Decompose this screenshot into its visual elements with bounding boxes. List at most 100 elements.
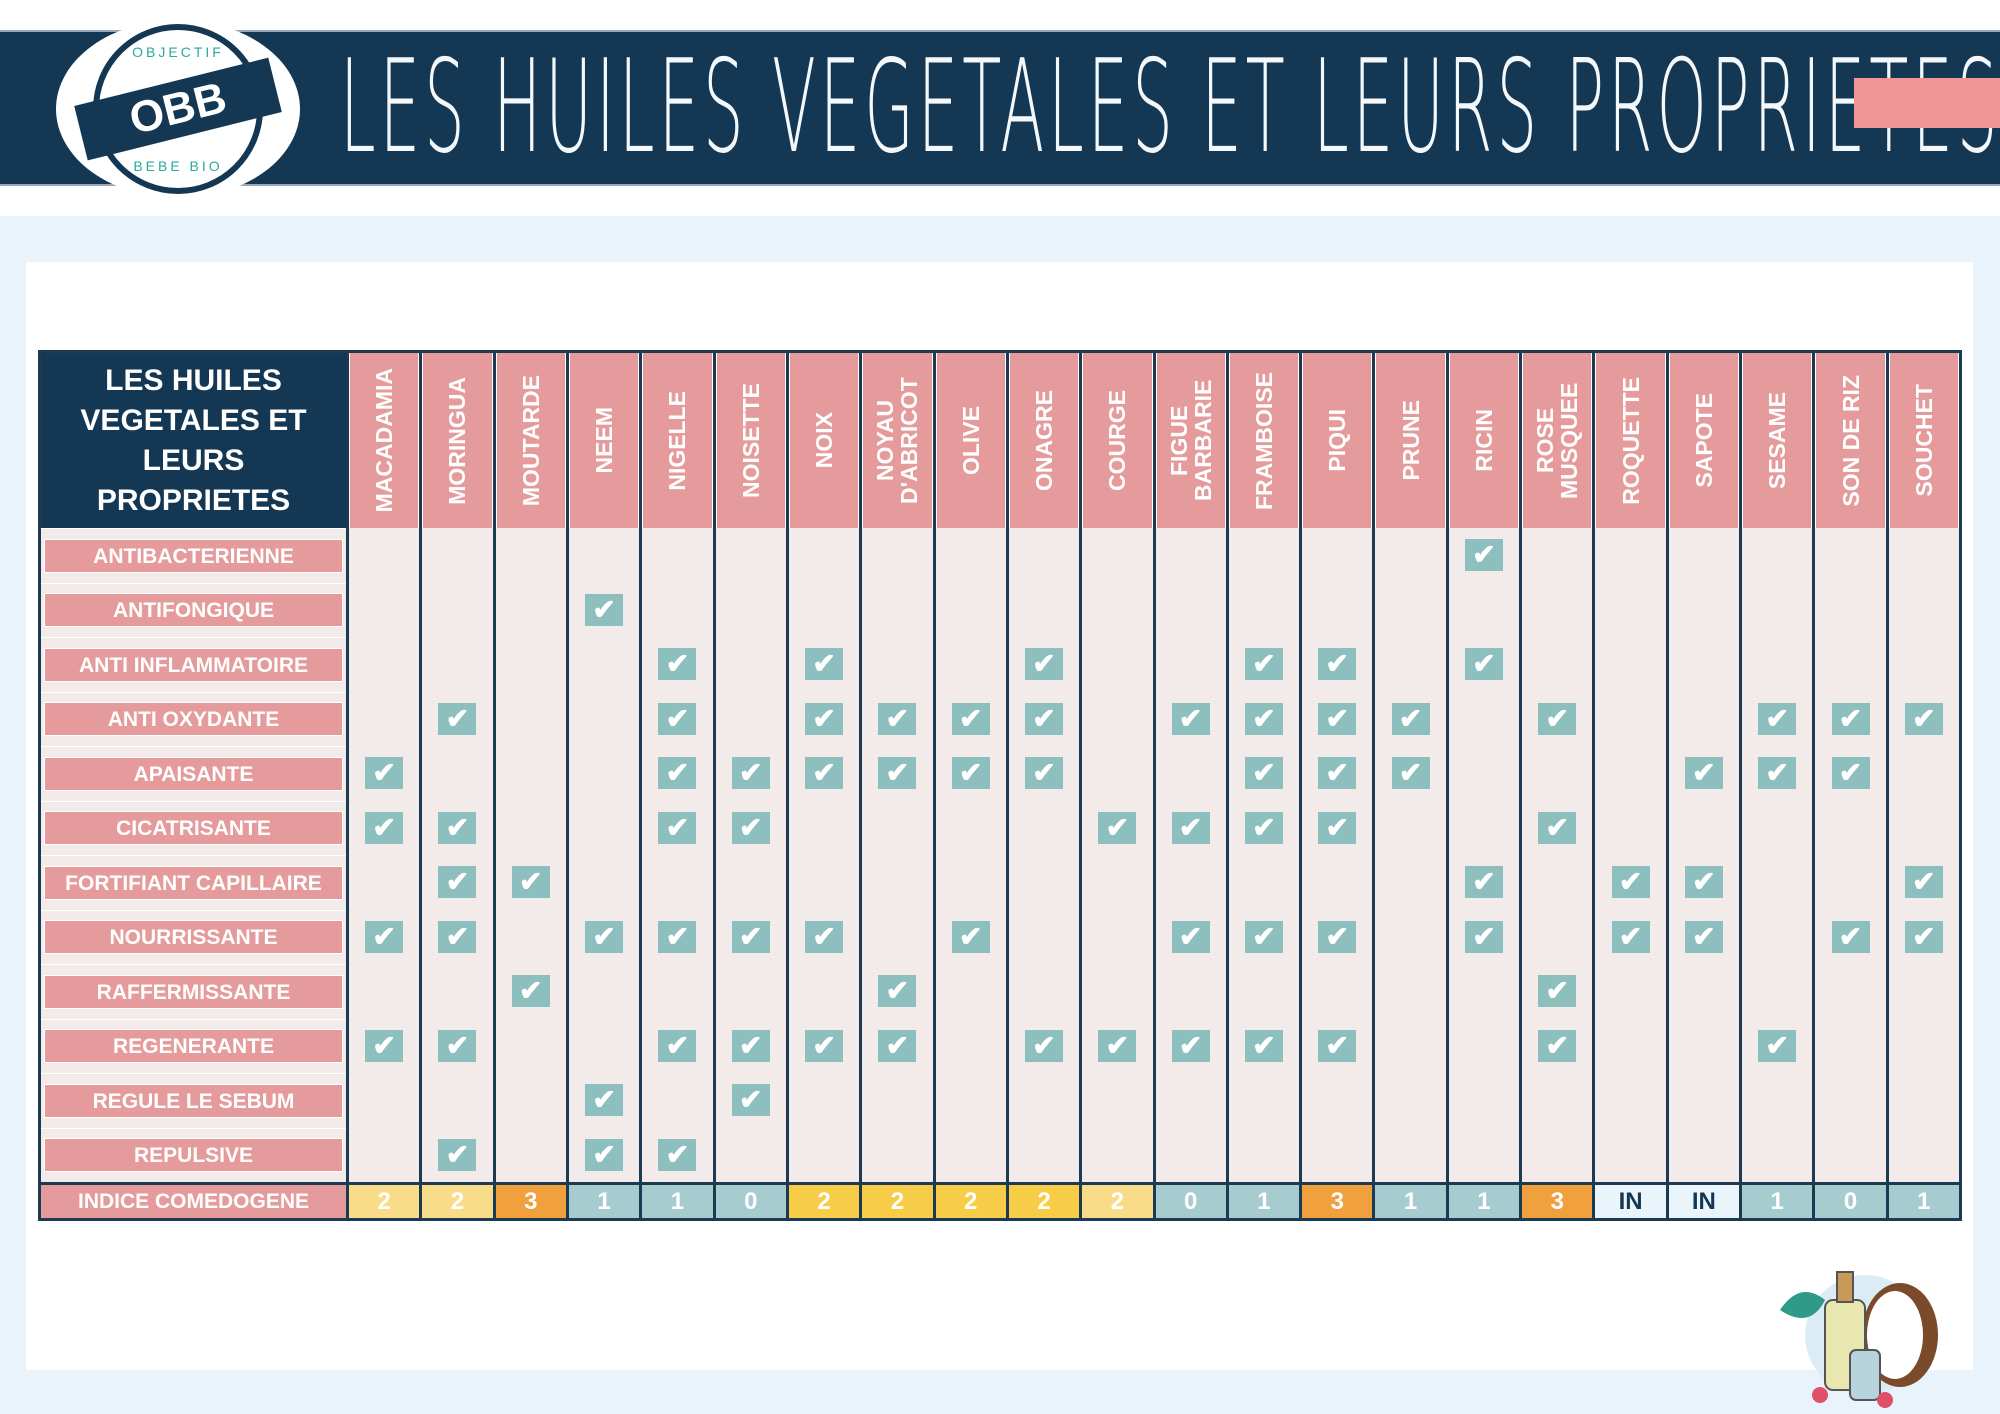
table-cell bbox=[1155, 528, 1226, 583]
comedogene-value: 2 bbox=[1082, 1182, 1153, 1218]
table-cell: ✔ bbox=[788, 909, 860, 964]
table-cell bbox=[862, 800, 933, 855]
table-cell: ✔ bbox=[422, 855, 493, 910]
table-cell bbox=[349, 582, 420, 637]
table-cell bbox=[715, 582, 786, 637]
table-cell bbox=[1522, 1127, 1593, 1182]
oil-column-header: NOIX bbox=[788, 353, 860, 528]
table-cell bbox=[495, 528, 566, 583]
property-row-label: CICATRISANTE bbox=[41, 800, 346, 855]
checkbox-checked-icon: ✔ bbox=[1464, 539, 1503, 572]
table-cell bbox=[1008, 582, 1080, 637]
table-cell bbox=[495, 1018, 566, 1073]
table-cell bbox=[1448, 1127, 1520, 1182]
oil-name: MACADAMIA bbox=[371, 368, 398, 513]
checkbox-checked-icon: ✔ bbox=[365, 811, 404, 844]
table-cell bbox=[715, 637, 786, 692]
table-cell bbox=[1668, 964, 1740, 1019]
table-cell: ✔ bbox=[349, 746, 420, 801]
table-cell bbox=[1375, 1127, 1446, 1182]
table-cell bbox=[1082, 691, 1153, 746]
table-cell bbox=[1082, 746, 1153, 801]
checkbox-checked-icon: ✔ bbox=[585, 593, 624, 626]
table-cell: ✔ bbox=[642, 800, 713, 855]
oil-name: FRAMBOISE bbox=[1250, 371, 1277, 510]
logo-ribbon: OBB bbox=[74, 57, 282, 161]
table-cell: ✔ bbox=[642, 691, 713, 746]
table-cell: ✔ bbox=[1668, 909, 1740, 964]
table-cell bbox=[1668, 1073, 1740, 1128]
decorative-bar bbox=[1854, 78, 2000, 128]
comedogene-value: 1 bbox=[568, 1182, 640, 1218]
checkbox-checked-icon: ✔ bbox=[1171, 702, 1210, 735]
checkbox-checked-icon: ✔ bbox=[438, 866, 477, 899]
table-cell: ✔ bbox=[1302, 637, 1373, 692]
table-cell bbox=[1008, 909, 1080, 964]
checkbox-checked-icon: ✔ bbox=[438, 1138, 477, 1171]
table-cell: ✔ bbox=[862, 964, 933, 1019]
table-cell bbox=[1522, 1073, 1593, 1128]
table-cell bbox=[715, 691, 786, 746]
table-cell: ✔ bbox=[1302, 691, 1373, 746]
table-cell bbox=[1815, 800, 1886, 855]
table-cell: ✔ bbox=[1522, 691, 1593, 746]
property-row-label: ANTI INFLAMMATOIRE bbox=[41, 637, 346, 692]
table-cell: ✔ bbox=[1742, 746, 1813, 801]
comedogene-value: 1 bbox=[1375, 1182, 1446, 1218]
checkbox-checked-icon: ✔ bbox=[805, 1029, 844, 1062]
table-cell bbox=[1815, 855, 1886, 910]
table-cell: ✔ bbox=[349, 909, 420, 964]
checkbox-checked-icon: ✔ bbox=[658, 757, 697, 790]
table-cell: ✔ bbox=[1008, 746, 1080, 801]
checkbox-checked-icon: ✔ bbox=[1318, 920, 1357, 953]
table-cell: ✔ bbox=[935, 909, 1006, 964]
checkbox-checked-icon: ✔ bbox=[658, 920, 697, 953]
table-cell bbox=[1888, 964, 1959, 1019]
table-cell bbox=[1082, 528, 1153, 583]
table-cell bbox=[349, 691, 420, 746]
table-cell bbox=[1742, 637, 1813, 692]
table-cell bbox=[862, 855, 933, 910]
table-cell bbox=[1448, 1073, 1520, 1128]
table-cell: ✔ bbox=[1302, 909, 1373, 964]
properties-table: LES HUILES VEGETALES ET LEURS PROPRIETES… bbox=[38, 350, 1962, 1221]
checkbox-checked-icon: ✔ bbox=[585, 1084, 624, 1117]
table-cell: ✔ bbox=[1888, 909, 1959, 964]
checkbox-checked-icon: ✔ bbox=[1244, 757, 1283, 790]
checkbox-checked-icon: ✔ bbox=[1464, 920, 1503, 953]
table-cell bbox=[495, 1127, 566, 1182]
oil-name: NIGELLE bbox=[664, 390, 691, 491]
table-cell: ✔ bbox=[1888, 855, 1959, 910]
checkbox-checked-icon: ✔ bbox=[1538, 975, 1577, 1008]
checkbox-checked-icon: ✔ bbox=[1538, 1029, 1577, 1062]
table-cell: ✔ bbox=[1448, 909, 1520, 964]
oil-column-header: FRAMBOISE bbox=[1228, 353, 1300, 528]
property-row-label: ANTI OXYDANTE bbox=[41, 691, 346, 746]
table-cell bbox=[1228, 855, 1300, 910]
table-cell: ✔ bbox=[1008, 691, 1080, 746]
checkbox-checked-icon: ✔ bbox=[1831, 702, 1870, 735]
table-cell: ✔ bbox=[349, 800, 420, 855]
checkbox-checked-icon: ✔ bbox=[1538, 702, 1577, 735]
comedogene-value: 1 bbox=[1448, 1182, 1520, 1218]
table-cell: ✔ bbox=[715, 1018, 786, 1073]
oil-column-header: ROSE MUSQUEE bbox=[1522, 353, 1593, 528]
comedogene-value: 2 bbox=[935, 1182, 1006, 1218]
table-cell: ✔ bbox=[1815, 909, 1886, 964]
checkbox-checked-icon: ✔ bbox=[1758, 757, 1797, 790]
comedogene-label: INDICE COMEDOGENE bbox=[41, 1182, 346, 1218]
comedogene-value: 0 bbox=[1815, 1182, 1886, 1218]
table-cell bbox=[1668, 528, 1740, 583]
table-cell bbox=[1302, 528, 1373, 583]
table-cell bbox=[1008, 855, 1080, 910]
table-cell bbox=[1375, 855, 1446, 910]
property-row-label: REPULSIVE bbox=[41, 1127, 346, 1182]
table-cell bbox=[642, 964, 713, 1019]
checkbox-checked-icon: ✔ bbox=[1244, 648, 1283, 681]
table-cell: ✔ bbox=[788, 746, 860, 801]
oil-name: RICIN bbox=[1470, 409, 1497, 472]
oil-column-header: NOISETTE bbox=[715, 353, 786, 528]
oil-name: SESAME bbox=[1764, 391, 1791, 490]
table-cell: ✔ bbox=[1522, 964, 1593, 1019]
table-cell bbox=[862, 582, 933, 637]
